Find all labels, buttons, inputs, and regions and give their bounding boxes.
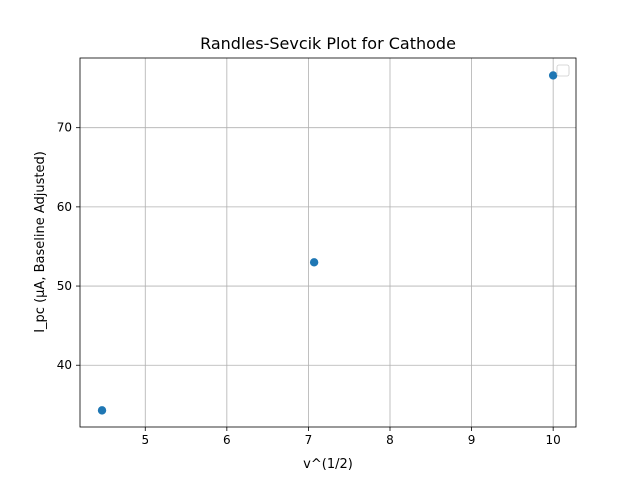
data-points: [97, 71, 558, 415]
y-tick-label: 40: [57, 358, 72, 372]
legend: [556, 64, 570, 77]
grid: [80, 58, 576, 427]
x-tick-label: 8: [386, 433, 394, 447]
scatter-point: [548, 71, 558, 80]
plot-frame: [79, 57, 577, 428]
chart-title: Randles-Sevcik Plot for Cathode: [200, 34, 456, 53]
y-tick-label: 70: [57, 121, 72, 135]
y-tick-label: 50: [57, 279, 72, 293]
scatter-point: [97, 406, 107, 415]
x-tick-label: 5: [141, 433, 149, 447]
x-tick-label: 10: [546, 433, 561, 447]
legend-box: [556, 64, 570, 77]
x-tick-label: 9: [468, 433, 476, 447]
x-tick-label: 7: [305, 433, 313, 447]
y-tick-label: 60: [57, 200, 72, 214]
x-axis-label: v^(1/2): [303, 457, 353, 472]
y-axis-label: I_pc (µA, Baseline Adjusted): [33, 151, 48, 333]
x-tick-label: 6: [223, 433, 231, 447]
scatter-point: [309, 258, 319, 267]
ticks: 5 6 7 8 9 10 40 50 60 70: [57, 121, 561, 447]
